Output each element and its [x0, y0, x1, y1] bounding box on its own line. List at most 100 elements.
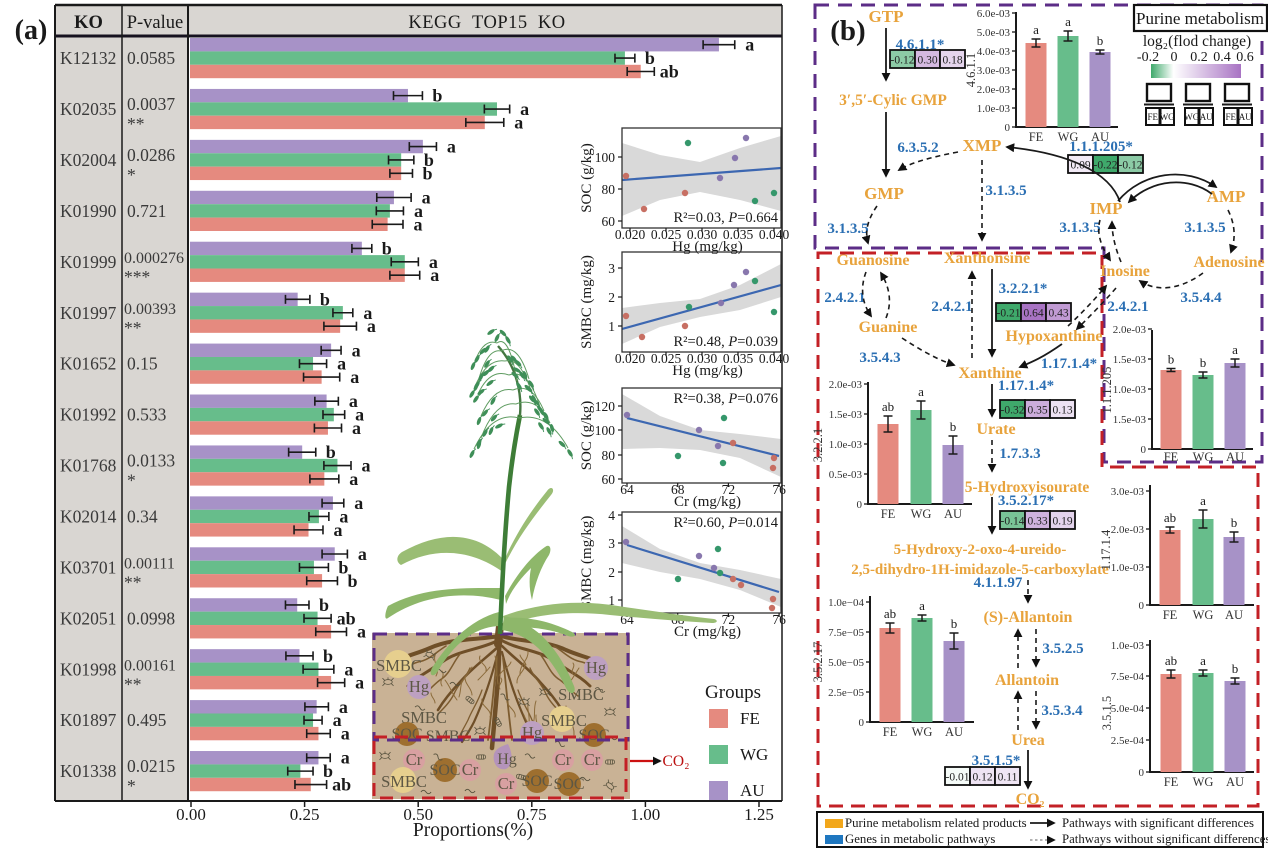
svg-text:Pathways without significant d: Pathways without significant differences	[1062, 832, 1268, 846]
svg-text:1.0e-03: 1.0e-03	[1113, 384, 1147, 396]
svg-text:ab: ab	[332, 775, 351, 795]
svg-text:GTP: GTP	[869, 7, 904, 26]
svg-text:Cr: Cr	[462, 760, 479, 779]
svg-text:Pathways with significant diff: Pathways with significant differences	[1062, 816, 1254, 830]
svg-text:-0.12: -0.12	[1119, 160, 1143, 172]
svg-text:2,5-dihydro-1H-imidazole-5-car: 2,5-dihydro-1H-imidazole-5-carboxylate	[851, 562, 1109, 578]
svg-text:1: 1	[608, 593, 615, 608]
svg-text:a: a	[362, 456, 371, 476]
svg-text:FE: FE	[1164, 450, 1179, 464]
svg-text:0.000276: 0.000276	[124, 250, 184, 267]
svg-text:*: *	[127, 471, 136, 491]
svg-text:XMP: XMP	[963, 136, 1002, 155]
svg-text:2.0e-03: 2.0e-03	[1111, 524, 1145, 536]
svg-text:7.5e−05: 7.5e−05	[828, 627, 864, 639]
svg-text:0.040: 0.040	[759, 351, 790, 366]
svg-text:1.7.3.3: 1.7.3.3	[999, 446, 1040, 462]
svg-text:3.2.2.1: 3.2.2.1	[811, 428, 825, 462]
svg-text:a: a	[339, 506, 348, 526]
svg-text:Hypoxanthine: Hypoxanthine	[1006, 328, 1103, 345]
svg-text:R²=0.38, P=0.076: R²=0.38, P=0.076	[674, 391, 779, 407]
svg-text:5.0e-04: 5.0e-04	[1111, 703, 1145, 715]
svg-text:b: b	[1097, 33, 1104, 48]
svg-text:2.0e-03: 2.0e-03	[977, 84, 1011, 96]
svg-text:K02014: K02014	[60, 506, 117, 526]
svg-text:SOC: SOC	[429, 762, 460, 779]
svg-text:R²=0.60, P=0.014: R²=0.60, P=0.014	[674, 515, 779, 531]
svg-text:6.0e-03: 6.0e-03	[977, 8, 1011, 20]
svg-text:Guanosine: Guanosine	[837, 252, 910, 269]
svg-text:0.00111: 0.00111	[124, 555, 175, 572]
svg-text:***: ***	[124, 267, 150, 287]
svg-text:b: b	[319, 595, 329, 615]
svg-text:-0.01: -0.01	[946, 772, 970, 784]
svg-text:a: a	[918, 384, 924, 399]
svg-text:a: a	[745, 35, 754, 55]
svg-text:2.4.2.1: 2.4.2.1	[824, 290, 865, 306]
svg-text:3: 3	[608, 261, 615, 276]
svg-text:Cr: Cr	[584, 750, 601, 769]
svg-text:0.533: 0.533	[127, 405, 167, 425]
svg-text:0: 0	[1141, 444, 1147, 456]
svg-text:KEGG TOP15 KO: KEGG TOP15 KO	[408, 13, 565, 33]
svg-text:6.3.5.2: 6.3.5.2	[897, 140, 938, 156]
svg-text:1.5e-03: 1.5e-03	[829, 409, 863, 421]
svg-text:AU: AU	[1091, 130, 1109, 144]
svg-text:3.5.3.4: 3.5.3.4	[1041, 703, 1083, 719]
svg-text:FE: FE	[1029, 130, 1044, 144]
svg-text:b: b	[347, 571, 357, 591]
svg-text:WG: WG	[912, 725, 933, 739]
svg-text:3.1.3.5: 3.1.3.5	[1059, 220, 1100, 236]
svg-text:a: a	[1232, 342, 1238, 357]
svg-text:a: a	[414, 201, 423, 221]
svg-text:WG: WG	[1193, 608, 1214, 622]
svg-text:b: b	[320, 289, 330, 309]
svg-text:4: 4	[608, 508, 615, 523]
svg-text:1.0e-03: 1.0e-03	[977, 103, 1011, 115]
svg-text:100: 100	[595, 423, 616, 438]
svg-text:5-Hydroxy-2-oxo-4-ureido-: 5-Hydroxy-2-oxo-4-ureido-	[894, 542, 1067, 558]
svg-text:80: 80	[602, 448, 616, 463]
svg-text:b: b	[338, 557, 348, 577]
svg-text:0.0215: 0.0215	[127, 756, 175, 776]
svg-text:3.5.1.5: 3.5.1.5	[1100, 696, 1114, 730]
svg-text:0.030: 0.030	[687, 227, 718, 242]
svg-text:WG: WG	[740, 745, 768, 764]
svg-text:WG: WG	[1193, 450, 1214, 464]
svg-text:FE: FE	[883, 725, 898, 739]
svg-text:b: b	[382, 238, 392, 258]
svg-text:GMP: GMP	[864, 184, 904, 203]
svg-text:80: 80	[602, 182, 616, 197]
svg-text:CO₂: CO₂	[663, 753, 690, 770]
svg-text:b: b	[326, 442, 336, 462]
svg-text:0.035: 0.035	[723, 351, 754, 366]
svg-text:Cr: Cr	[498, 774, 515, 793]
svg-text:0.040: 0.040	[759, 227, 790, 242]
svg-text:Hg: Hg	[586, 658, 606, 677]
svg-text:FE: FE	[1148, 112, 1159, 122]
svg-text:0: 0	[857, 499, 863, 511]
svg-text:5.0e−05: 5.0e−05	[828, 657, 864, 669]
svg-text:K01999: K01999	[60, 252, 117, 272]
svg-text:0.2: 0.2	[1190, 50, 1208, 65]
svg-text:b: b	[1168, 352, 1175, 367]
svg-text:1.25: 1.25	[744, 805, 774, 824]
svg-text:0.035: 0.035	[723, 227, 754, 242]
svg-text:3.5.4.3: 3.5.4.3	[859, 350, 900, 366]
svg-text:b: b	[951, 616, 958, 631]
svg-text:0: 0	[859, 717, 865, 729]
svg-text:a: a	[341, 748, 350, 768]
svg-text:*: *	[127, 776, 136, 796]
svg-text:K01897: K01897	[60, 710, 117, 730]
svg-text:1.1.1.205: 1.1.1.205	[1100, 367, 1114, 414]
svg-text:a: a	[350, 367, 359, 387]
svg-text:Hg: Hg	[409, 677, 429, 696]
svg-text:b: b	[1231, 515, 1238, 530]
svg-text:3.1.3.5: 3.1.3.5	[1184, 220, 1225, 236]
svg-text:0.30: 0.30	[917, 55, 937, 67]
svg-text:WG: WG	[911, 507, 932, 521]
svg-text:FE: FE	[1164, 775, 1179, 789]
svg-text:a: a	[358, 544, 367, 564]
svg-text:Guanine: Guanine	[859, 319, 918, 336]
svg-text:a: a	[367, 316, 376, 336]
